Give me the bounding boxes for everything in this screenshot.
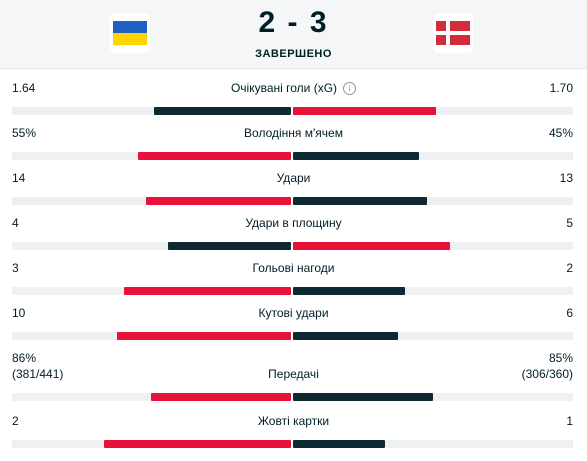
stat-away-value: 45% bbox=[549, 126, 573, 140]
stat-home-value: 55% bbox=[12, 126, 36, 140]
stat-home-value: 4 bbox=[12, 216, 19, 230]
stat-home-main: 86% bbox=[12, 351, 37, 365]
stat-away-track bbox=[293, 152, 573, 160]
stat-home-value: 10 bbox=[12, 306, 25, 320]
ukraine-flag-icon bbox=[113, 21, 147, 45]
stat-away-value: 6 bbox=[566, 306, 573, 320]
stat-home-track bbox=[12, 242, 291, 250]
stat-label: Кутові удари bbox=[0, 306, 587, 320]
stat-label-text: Володіння м'ячем bbox=[244, 126, 343, 140]
stat-home-bar bbox=[146, 197, 291, 205]
home-team-flag[interactable] bbox=[110, 13, 150, 53]
stat-away-main: 13 bbox=[559, 171, 573, 185]
stat-label-text: Удари в площину bbox=[245, 216, 342, 230]
stat-away-value: 85% (306/360) bbox=[522, 351, 573, 381]
match-status: ЗАВЕРШЕНО bbox=[255, 48, 332, 60]
stat-row: 55% Володіння м'ячем 45% bbox=[0, 126, 587, 171]
match-header: 2 - 3 ЗАВЕРШЕНО bbox=[0, 0, 587, 69]
stat-home-bar bbox=[104, 440, 291, 448]
stat-away-value: 1.70 bbox=[550, 81, 573, 95]
stat-label-text: Удари bbox=[276, 171, 311, 185]
stat-away-bar bbox=[293, 332, 398, 340]
stat-away-value: 5 bbox=[566, 216, 573, 230]
stat-label: Очікувані голи (xG) i bbox=[0, 81, 587, 95]
stat-away-value: 1 bbox=[566, 414, 573, 428]
stat-home-track bbox=[12, 287, 291, 295]
stat-home-bar bbox=[124, 287, 291, 295]
info-icon[interactable]: i bbox=[343, 82, 357, 95]
stat-label: Передачі bbox=[0, 367, 587, 381]
stat-away-main: 1.70 bbox=[549, 81, 573, 95]
stat-home-main: 10 bbox=[12, 306, 26, 320]
stat-away-bar bbox=[293, 242, 450, 250]
stat-away-track bbox=[293, 107, 573, 115]
stat-away-main: 6 bbox=[566, 306, 573, 320]
stat-label: Удари в площину bbox=[0, 216, 587, 230]
stat-away-main: 85% bbox=[548, 351, 573, 365]
stat-home-bar bbox=[117, 332, 291, 340]
stat-away-track bbox=[293, 440, 573, 448]
stat-away-main: 1 bbox=[566, 414, 573, 428]
stat-home-track bbox=[12, 152, 291, 160]
stat-label-text: Очікувані голи (xG) bbox=[230, 81, 338, 95]
away-team-flag[interactable] bbox=[433, 13, 473, 53]
stat-away-main: 2 bbox=[566, 261, 573, 275]
stat-home-main: 1.64 bbox=[12, 81, 36, 95]
stat-home-main: 55% bbox=[12, 126, 37, 140]
stat-label: Жовті картки bbox=[0, 414, 587, 428]
stat-away-track bbox=[293, 332, 573, 340]
stat-away-bar bbox=[293, 287, 405, 295]
stat-label-text: Кутові удари bbox=[258, 306, 329, 320]
stat-row: 4 Удари в площину 5 bbox=[0, 216, 587, 261]
stat-home-value: 86% (381/441) bbox=[12, 351, 63, 381]
stat-away-value: 13 bbox=[560, 171, 573, 185]
stat-home-track bbox=[12, 107, 291, 115]
stat-away-track bbox=[293, 393, 573, 401]
stat-label: Володіння м'ячем bbox=[0, 126, 587, 140]
stat-home-value: 2 bbox=[12, 414, 19, 428]
stat-away-bar bbox=[293, 107, 436, 115]
stat-away-track bbox=[293, 287, 573, 295]
stat-home-main: 14 bbox=[12, 171, 26, 185]
stat-away-bar bbox=[293, 440, 385, 448]
stat-home-detail: (381/441) bbox=[12, 367, 64, 381]
stat-away-bar bbox=[293, 152, 419, 160]
stat-home-track bbox=[12, 393, 291, 401]
stat-home-track bbox=[12, 440, 291, 448]
stat-away-track bbox=[293, 197, 573, 205]
stat-home-main: 4 bbox=[12, 216, 19, 230]
stat-home-bar bbox=[151, 393, 291, 401]
stat-away-track bbox=[293, 242, 573, 250]
stat-away-main: 5 bbox=[566, 216, 573, 230]
stat-label: Гольові нагоди bbox=[0, 261, 587, 275]
stat-row: 86% (381/441) Передачі 85% (306/360) bbox=[0, 351, 587, 401]
stat-home-main: 3 bbox=[12, 261, 19, 275]
stat-away-detail: (306/360) bbox=[521, 367, 573, 381]
stat-home-main: 2 bbox=[12, 414, 19, 428]
stat-label-text: Передачі bbox=[268, 367, 319, 381]
match-score: 2 - 3 bbox=[258, 6, 329, 39]
stat-home-track bbox=[12, 197, 291, 205]
stat-home-value: 1.64 bbox=[12, 81, 35, 95]
stat-row: 2 Жовті картки 1 bbox=[0, 414, 587, 459]
stat-label-text: Гольові нагоди bbox=[252, 261, 335, 275]
stat-row: 10 Кутові удари 6 bbox=[0, 306, 587, 351]
denmark-flag-icon bbox=[436, 21, 470, 45]
stat-home-value: 3 bbox=[12, 261, 19, 275]
stat-row: 1.64 Очікувані голи (xG) i 1.70 bbox=[0, 81, 587, 126]
stat-away-value: 2 bbox=[566, 261, 573, 275]
stat-home-value: 14 bbox=[12, 171, 25, 185]
stat-home-bar bbox=[138, 152, 291, 160]
stat-home-track bbox=[12, 332, 291, 340]
stat-away-bar bbox=[293, 393, 433, 401]
stat-away-bar bbox=[293, 197, 427, 205]
stat-home-bar bbox=[168, 242, 291, 250]
stat-label-text: Жовті картки bbox=[257, 414, 330, 428]
stat-home-bar bbox=[154, 107, 291, 115]
stat-away-main: 45% bbox=[548, 126, 573, 140]
stat-row: 14 Удари 13 bbox=[0, 171, 587, 216]
stat-label: Удари bbox=[0, 171, 587, 185]
stat-row: 3 Гольові нагоди 2 bbox=[0, 261, 587, 306]
